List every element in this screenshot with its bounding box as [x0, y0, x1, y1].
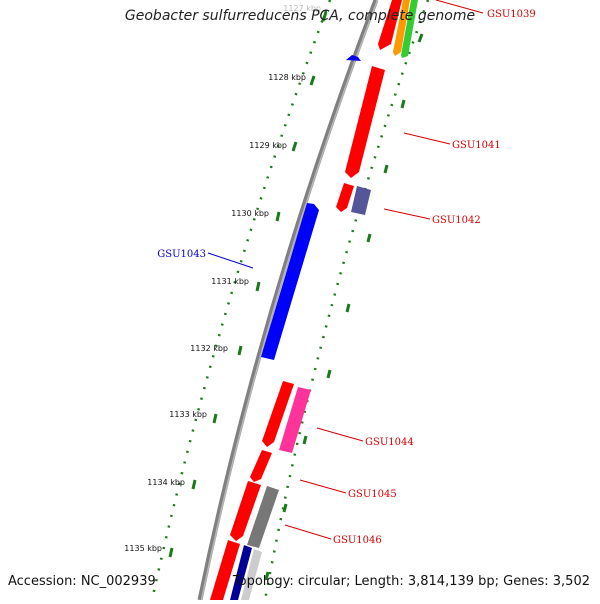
- tick-label-1130: 1130 kbp: [231, 209, 269, 218]
- gene-GSU1044-block[interactable]: [279, 387, 311, 453]
- gene-red-feature-1135[interactable]: [210, 540, 240, 600]
- tick-label-1131: 1131 kbp: [211, 277, 249, 286]
- gene-label-GSU1043[interactable]: GSU1043: [157, 249, 206, 260]
- tick-label-1134: 1134 kbp: [147, 478, 185, 487]
- tick-label-1129: 1129 kbp: [249, 141, 287, 150]
- gene-GSU1039-arrow[interactable]: [378, 0, 402, 50]
- gene-blue-small-arrow[interactable]: [346, 55, 361, 61]
- gene-GSU1043-arrow[interactable]: [261, 203, 319, 360]
- tick-label-1135: 1135 kbp: [124, 544, 162, 553]
- reverse-strand-features: [261, 55, 361, 360]
- genome-backbone-highlight: [200, 0, 379, 601]
- inner-major-ticks: [168, 11, 328, 558]
- gene-GSU1046-arrow[interactable]: [230, 481, 261, 541]
- topology-info: Topology: circular; Length: 3,814,139 bp…: [232, 574, 590, 589]
- gene-label-GSU1044[interactable]: GSU1044: [365, 437, 414, 448]
- gene-label-GSU1041[interactable]: GSU1041: [452, 140, 501, 151]
- tick-label-1132: 1132 kbp: [190, 344, 228, 353]
- tick-label-1128: 1128 kbp: [268, 73, 306, 82]
- outer-major-ticks: [264, 33, 424, 581]
- kbp-tick-labels: 1127 kbp 1128 kbp 1129 kbp 1130 kbp 1131…: [124, 4, 321, 553]
- tick-label-1127: 1127 kbp: [283, 4, 321, 13]
- gene-GSU1041-arrow[interactable]: [345, 66, 385, 178]
- forward-strand-features: [210, 0, 418, 600]
- gene-callouts: [207, 0, 484, 540]
- gene-red-small-feature[interactable]: [336, 183, 354, 212]
- gene-label-GSU1042[interactable]: GSU1042: [432, 215, 481, 226]
- gene-GSU1042-block[interactable]: [351, 186, 371, 215]
- outer-tick-track: [263, 0, 430, 601]
- tick-label-1133: 1133 kbp: [169, 410, 207, 419]
- map-title: Geobacter sulfurreducens PCA, complete g…: [124, 8, 476, 24]
- gene-label-GSU1045[interactable]: GSU1045: [348, 489, 397, 500]
- genome-backbone: [197, 0, 379, 601]
- gene-orange-feature[interactable]: [393, 0, 410, 56]
- accession-info: Accession: NC_002939: [8, 574, 156, 589]
- gene-green-feature[interactable]: [401, 0, 418, 58]
- gene-labels: GSU1039 GSU1041 GSU1042 GSU1043 GSU1044 …: [157, 9, 535, 546]
- gene-GSU1045-arrow[interactable]: [250, 450, 272, 482]
- gene-darkblue-feature[interactable]: [230, 545, 252, 600]
- gene-lightgrey-feature[interactable]: [241, 549, 262, 600]
- gene-red-feature-1133[interactable]: [262, 381, 294, 447]
- gene-label-GSU1046[interactable]: GSU1046: [333, 535, 382, 546]
- gene-grey-feature[interactable]: [247, 486, 279, 548]
- gene-label-GSU1039[interactable]: GSU1039: [487, 9, 536, 20]
- inner-tick-track: [150, 0, 332, 601]
